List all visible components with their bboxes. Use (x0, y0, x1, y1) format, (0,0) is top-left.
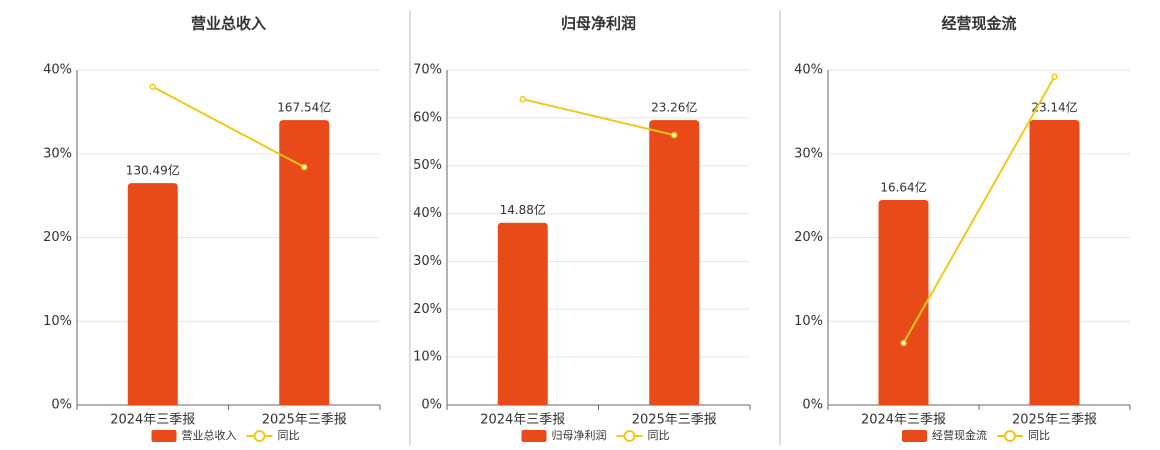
y-tick-label: 40% (413, 206, 442, 221)
legend-swatch (521, 430, 547, 442)
value-label: 130.49亿 (126, 163, 180, 178)
legend-label: 同比 (278, 429, 300, 442)
legend-label: 经营现金流 (932, 428, 987, 442)
line (902, 76, 1056, 344)
bar (497, 222, 548, 405)
legend-swatch (151, 430, 177, 442)
value-label: 167.54亿 (277, 100, 331, 115)
line-point (149, 83, 156, 90)
line-point (519, 95, 526, 103)
legend-label: 营业总收入 (182, 428, 237, 442)
value-label: 23.26亿 (651, 100, 697, 115)
y-tick-label: 0% (802, 398, 823, 413)
y-tick-label: 30% (413, 254, 442, 269)
bar (1029, 120, 1080, 406)
line (152, 85, 305, 169)
y-tick-label: 60% (413, 110, 442, 125)
y-tick-label: 20% (413, 302, 442, 317)
x-tick-label: 2024年三季报 (110, 413, 195, 428)
y-tick-label: 20% (43, 230, 72, 245)
y-tick-label: 0% (421, 398, 442, 413)
y-tick-label: 20% (794, 230, 823, 245)
line-point (900, 339, 907, 347)
legend-swatch (1004, 430, 1016, 442)
chart-title: 营业总收入 (191, 15, 266, 33)
chart-title: 经营现金流 (941, 15, 1016, 33)
chart-title: 归母净利润 (561, 15, 636, 33)
legend-label: 同比 (648, 429, 670, 442)
line-point (301, 163, 308, 171)
legend-swatch (253, 430, 266, 442)
legend-label: 归母净利润 (552, 428, 607, 442)
y-tick-label: 10% (794, 314, 823, 329)
y-tick-label: 70% (413, 63, 442, 78)
y-tick-label: 10% (413, 350, 442, 365)
legend-swatch (623, 430, 636, 442)
bar (878, 200, 929, 405)
line (522, 98, 675, 137)
y-tick-label: 40% (43, 63, 72, 78)
bar (127, 183, 178, 405)
y-tick-label: 0% (51, 398, 72, 413)
y-tick-label: 10% (43, 314, 72, 329)
x-tick-label: 2025年三季报 (262, 413, 347, 428)
y-tick-label: 30% (794, 146, 823, 161)
value-label: 23.14亿 (1031, 100, 1077, 115)
x-tick-label: 2024年三季报 (861, 413, 946, 428)
bar (649, 120, 700, 405)
x-tick-label: 2025年三季报 (1012, 413, 1097, 428)
y-tick-label: 30% (43, 146, 72, 161)
y-tick-label: 50% (413, 158, 442, 173)
bar (279, 120, 330, 405)
legend-swatch (902, 430, 927, 442)
legend-label: 同比 (1028, 429, 1050, 442)
value-label: 16.64亿 (880, 180, 926, 195)
value-label: 14.88亿 (500, 202, 546, 217)
x-tick-label: 2024年三季报 (480, 413, 565, 428)
y-tick-label: 40% (794, 63, 823, 78)
x-tick-label: 2025年三季报 (632, 413, 717, 428)
line-point (671, 131, 678, 139)
line-point (1051, 73, 1058, 80)
